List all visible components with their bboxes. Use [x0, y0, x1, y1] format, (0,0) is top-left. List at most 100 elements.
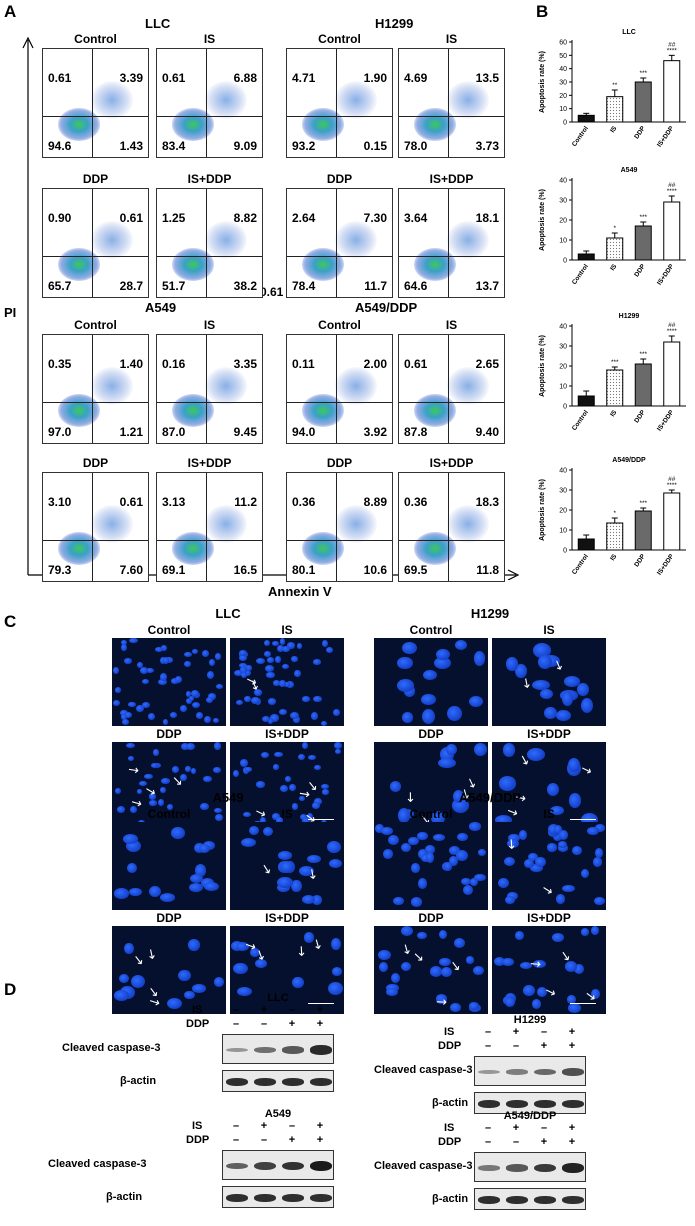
microscopy-label: Control: [409, 807, 453, 821]
fluorescence-image: ↘ ↘ ↘ ↘: [374, 742, 488, 830]
category-label: Control: [571, 409, 590, 432]
nucleus: [294, 669, 301, 678]
quadrant-value-lr: 3.92: [363, 425, 387, 439]
nucleus: [171, 765, 180, 774]
cleaved-caspase-blot: [222, 1034, 334, 1064]
population-cloud: [335, 81, 378, 120]
ddp-sign: –: [512, 1040, 520, 1052]
nucleus: [380, 826, 394, 835]
nucleus: [473, 965, 484, 976]
nucleus: [191, 648, 199, 655]
protein-band: [310, 1161, 332, 1171]
ddp-sign: –: [232, 1018, 240, 1030]
nucleus: [265, 665, 274, 672]
nucleus: [297, 753, 305, 761]
y-tick-label: 0: [563, 258, 567, 265]
protein-band: [310, 1045, 332, 1055]
nucleus: [550, 805, 565, 816]
y-axis-label: Apoptosis rate (%): [539, 189, 546, 251]
significance-mark: ****: [667, 482, 678, 489]
microscopy-label: DDP: [418, 727, 444, 741]
protein-band: [226, 1078, 248, 1086]
significance-mark: ***: [639, 70, 647, 77]
protein-band: [478, 1100, 500, 1108]
nucleus: [277, 644, 285, 653]
nucleus: [435, 994, 448, 1004]
quadrant-line-h: [43, 115, 148, 117]
arrow-icon: ↘: [432, 992, 451, 1011]
significance-mark: ****: [667, 47, 678, 54]
quadrant-value-ul: 3.13: [162, 495, 186, 509]
y-tick-label: 30: [559, 198, 567, 205]
y-tick-label: 0: [563, 120, 567, 127]
quadrant-value-ur: 0.61: [119, 495, 143, 509]
flow-plot: 0.16 3.35 87.0 9.45: [156, 334, 263, 444]
population-cloud: [171, 108, 214, 141]
nucleus: [190, 768, 197, 775]
quadrant-value-ur: 11.2: [234, 495, 257, 509]
protein-band: [226, 1162, 248, 1170]
population-cloud: [91, 367, 134, 406]
nucleus: [275, 816, 284, 824]
fluorescence-image: ↘ ↘ ↘ ↘: [230, 742, 344, 830]
nucleus: [195, 712, 204, 720]
nucleus: [143, 773, 153, 780]
nucleus: [502, 743, 516, 758]
nucleus: [494, 815, 513, 826]
flow-plot-label: DDP: [82, 456, 109, 470]
quadrant-value-ll: 65.7: [48, 279, 72, 293]
nucleus: [593, 857, 602, 867]
arrow-icon: ↘: [448, 957, 462, 974]
quadrant-line-h: [399, 401, 504, 403]
nucleus: [174, 675, 182, 684]
population-cloud: [335, 367, 378, 406]
nucleus: [514, 663, 527, 679]
nucleus: [169, 712, 177, 719]
category-label: DDP: [633, 263, 647, 279]
category-label: IS+DDP: [656, 125, 676, 149]
population-cloud: [335, 505, 378, 544]
arrow-icon: ↘: [292, 941, 311, 960]
is-sign: –: [540, 1026, 548, 1038]
nucleus: [321, 788, 330, 795]
quadrant-line-h: [157, 115, 262, 117]
fluorescence-image: [374, 822, 488, 910]
nucleus: [506, 657, 518, 671]
nucleus: [506, 838, 519, 848]
nucleus: [580, 928, 589, 936]
nucleus: [161, 778, 171, 784]
nucleus: [432, 834, 446, 841]
nucleus: [564, 676, 581, 687]
nucleus: [185, 691, 192, 698]
nucleus: [311, 895, 323, 905]
population-cloud: [205, 81, 248, 120]
nucleus: [158, 798, 165, 806]
protein-band: [226, 1047, 248, 1053]
bar-is: [606, 522, 624, 551]
population-cloud: [447, 81, 490, 120]
quadrant-value-ul: 0.90: [48, 211, 72, 225]
y-tick-label: 20: [559, 364, 567, 371]
quadrant-line-h: [157, 539, 262, 541]
arrow-icon: ↘: [243, 671, 259, 690]
is-sign: +: [260, 1004, 268, 1016]
ddp-row-label: DDP: [438, 1040, 462, 1052]
nucleus: [443, 861, 453, 871]
nucleus: [122, 834, 139, 845]
bar-chart-h1299: H1299 0 10 20 30 40 Apoptosis rate (%) Control *…: [539, 313, 686, 433]
is-sign: +: [512, 1122, 520, 1134]
quadrant-value-ul: 0.61: [162, 71, 186, 85]
nucleus: [320, 720, 327, 726]
category-label: Control: [571, 125, 590, 148]
flow-plot: 0.11 2.00 94.0 3.92: [286, 334, 393, 444]
quadrant-value-lr: 11.8: [476, 563, 499, 577]
nucleus: [544, 707, 557, 719]
nucleus: [518, 829, 528, 840]
protein-band: [534, 1196, 556, 1204]
nucleus: [261, 715, 270, 722]
y-tick-label: 30: [559, 488, 567, 495]
nucleus: [255, 958, 267, 969]
ddp-sign: +: [288, 1018, 296, 1030]
scale-bar: [570, 819, 596, 820]
nucleus: [239, 655, 248, 662]
